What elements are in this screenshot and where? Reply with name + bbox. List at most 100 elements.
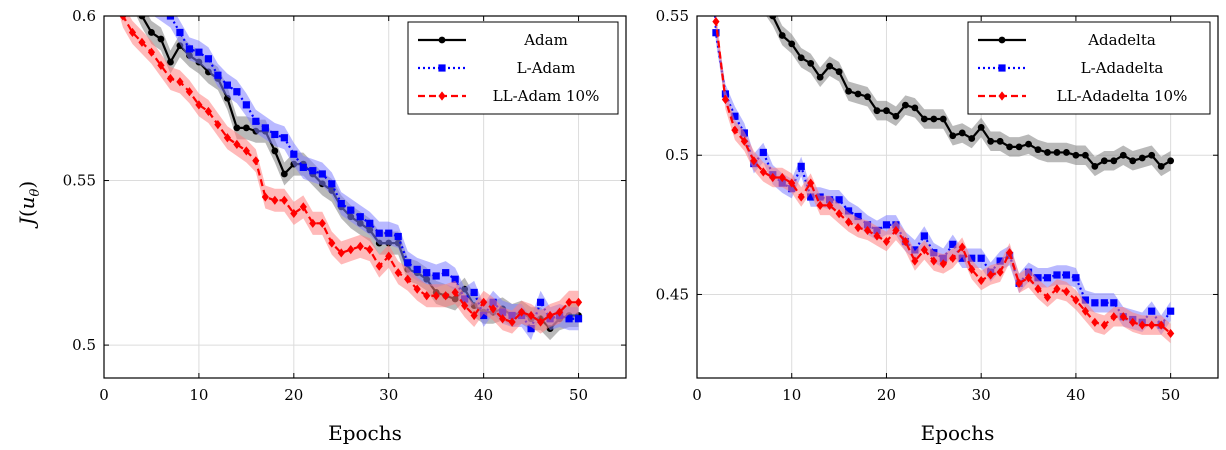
- data-point: [807, 193, 815, 201]
- y-tick-label: 0.5: [665, 146, 689, 164]
- data-point: [873, 107, 881, 115]
- data-point: [835, 68, 843, 76]
- data-point: [508, 317, 516, 327]
- data-point: [1053, 149, 1061, 156]
- data-point: [242, 101, 250, 109]
- data-point: [280, 134, 288, 142]
- data-point: [375, 261, 383, 271]
- data-point: [119, 16, 127, 21]
- data-point: [977, 254, 985, 262]
- legend-marker: [438, 64, 446, 72]
- data-point: [480, 297, 488, 307]
- x-tick-label: 20: [284, 386, 303, 404]
- data-point: [536, 317, 545, 327]
- data-point: [366, 219, 374, 227]
- y-axis-label: J(uθ): [15, 181, 43, 229]
- data-point: [740, 136, 748, 146]
- data-point: [1091, 162, 1099, 170]
- data-point: [195, 100, 203, 110]
- data-point: [385, 251, 393, 261]
- data-point: [271, 195, 279, 205]
- x-tick-label: 50: [569, 386, 588, 404]
- data-point: [356, 213, 364, 221]
- data-point: [432, 291, 440, 301]
- data-point: [299, 202, 307, 212]
- data-point: [261, 124, 269, 132]
- data-point: [1034, 274, 1042, 282]
- data-point: [1119, 312, 1127, 322]
- data-point: [242, 146, 250, 156]
- legend-item: Adadelta: [978, 31, 1156, 49]
- data-point: [968, 264, 976, 274]
- data-point: [432, 272, 440, 280]
- data-point: [214, 71, 222, 79]
- data-point: [920, 245, 928, 255]
- data-point: [930, 115, 938, 123]
- data-point: [167, 58, 174, 66]
- data-point: [1072, 274, 1080, 282]
- y-tick-label: 0.55: [656, 7, 689, 25]
- x-tick-label: 10: [782, 386, 801, 404]
- data-point: [1110, 299, 1118, 307]
- data-point: [233, 124, 241, 132]
- data-point: [721, 94, 730, 105]
- legend-marker: [438, 91, 446, 101]
- data-point: [204, 55, 212, 63]
- data-point: [157, 60, 165, 70]
- legend-label: L-Adadelta: [1081, 59, 1164, 77]
- data-point: [157, 6, 164, 13]
- data-point: [413, 284, 421, 294]
- data-point: [797, 192, 805, 202]
- data-point: [788, 178, 796, 188]
- data-point: [759, 167, 767, 177]
- data-point: [518, 307, 526, 317]
- data-point: [347, 206, 355, 214]
- data-point: [423, 269, 431, 277]
- data-point: [527, 325, 535, 333]
- data-point: [911, 256, 919, 266]
- data-point: [1081, 151, 1089, 159]
- x-axis-label: Epochs: [328, 421, 402, 445]
- data-point: [844, 217, 853, 227]
- legend-item: Adam: [418, 31, 568, 49]
- series-ll-adadelta-10-: [712, 16, 1175, 344]
- data-point: [958, 129, 966, 137]
- data-point: [1053, 284, 1061, 294]
- data-point: [1138, 154, 1146, 162]
- data-point: [807, 178, 815, 188]
- data-point: [1062, 287, 1071, 297]
- data-point: [1129, 317, 1137, 327]
- data-point: [1034, 284, 1042, 294]
- data-point: [1091, 317, 1099, 327]
- data-point: [788, 40, 796, 48]
- data-point: [901, 236, 909, 247]
- y-tick-label: 0.45: [656, 285, 689, 303]
- legend-label: LL-Adam 10%: [493, 87, 600, 105]
- data-point: [1167, 307, 1175, 315]
- data-point: [290, 150, 298, 158]
- x-tick-label: 10: [189, 386, 208, 404]
- data-point: [375, 229, 383, 237]
- data-point: [797, 54, 805, 62]
- data-point: [1034, 146, 1042, 154]
- data-point: [892, 225, 900, 236]
- data-point: [1167, 328, 1175, 339]
- data-point: [1006, 143, 1013, 151]
- data-point: [958, 254, 966, 262]
- data-point: [949, 253, 957, 263]
- data-point: [138, 16, 146, 20]
- data-point: [1044, 149, 1051, 156]
- legend: Adadelta L-Adadelta LL-Adadelta 10%: [967, 21, 1211, 115]
- x-tick-label: 20: [877, 386, 896, 404]
- data-point: [1110, 312, 1118, 322]
- data-point: [968, 254, 976, 262]
- data-point: [854, 212, 862, 221]
- data-point: [565, 297, 573, 307]
- data-point: [574, 297, 583, 307]
- data-point: [223, 133, 231, 143]
- data-point: [920, 115, 928, 123]
- data-point: [233, 88, 241, 96]
- x-tick-label: 40: [474, 386, 493, 404]
- data-point: [996, 257, 1004, 265]
- legend-label: L-Adam: [517, 59, 576, 77]
